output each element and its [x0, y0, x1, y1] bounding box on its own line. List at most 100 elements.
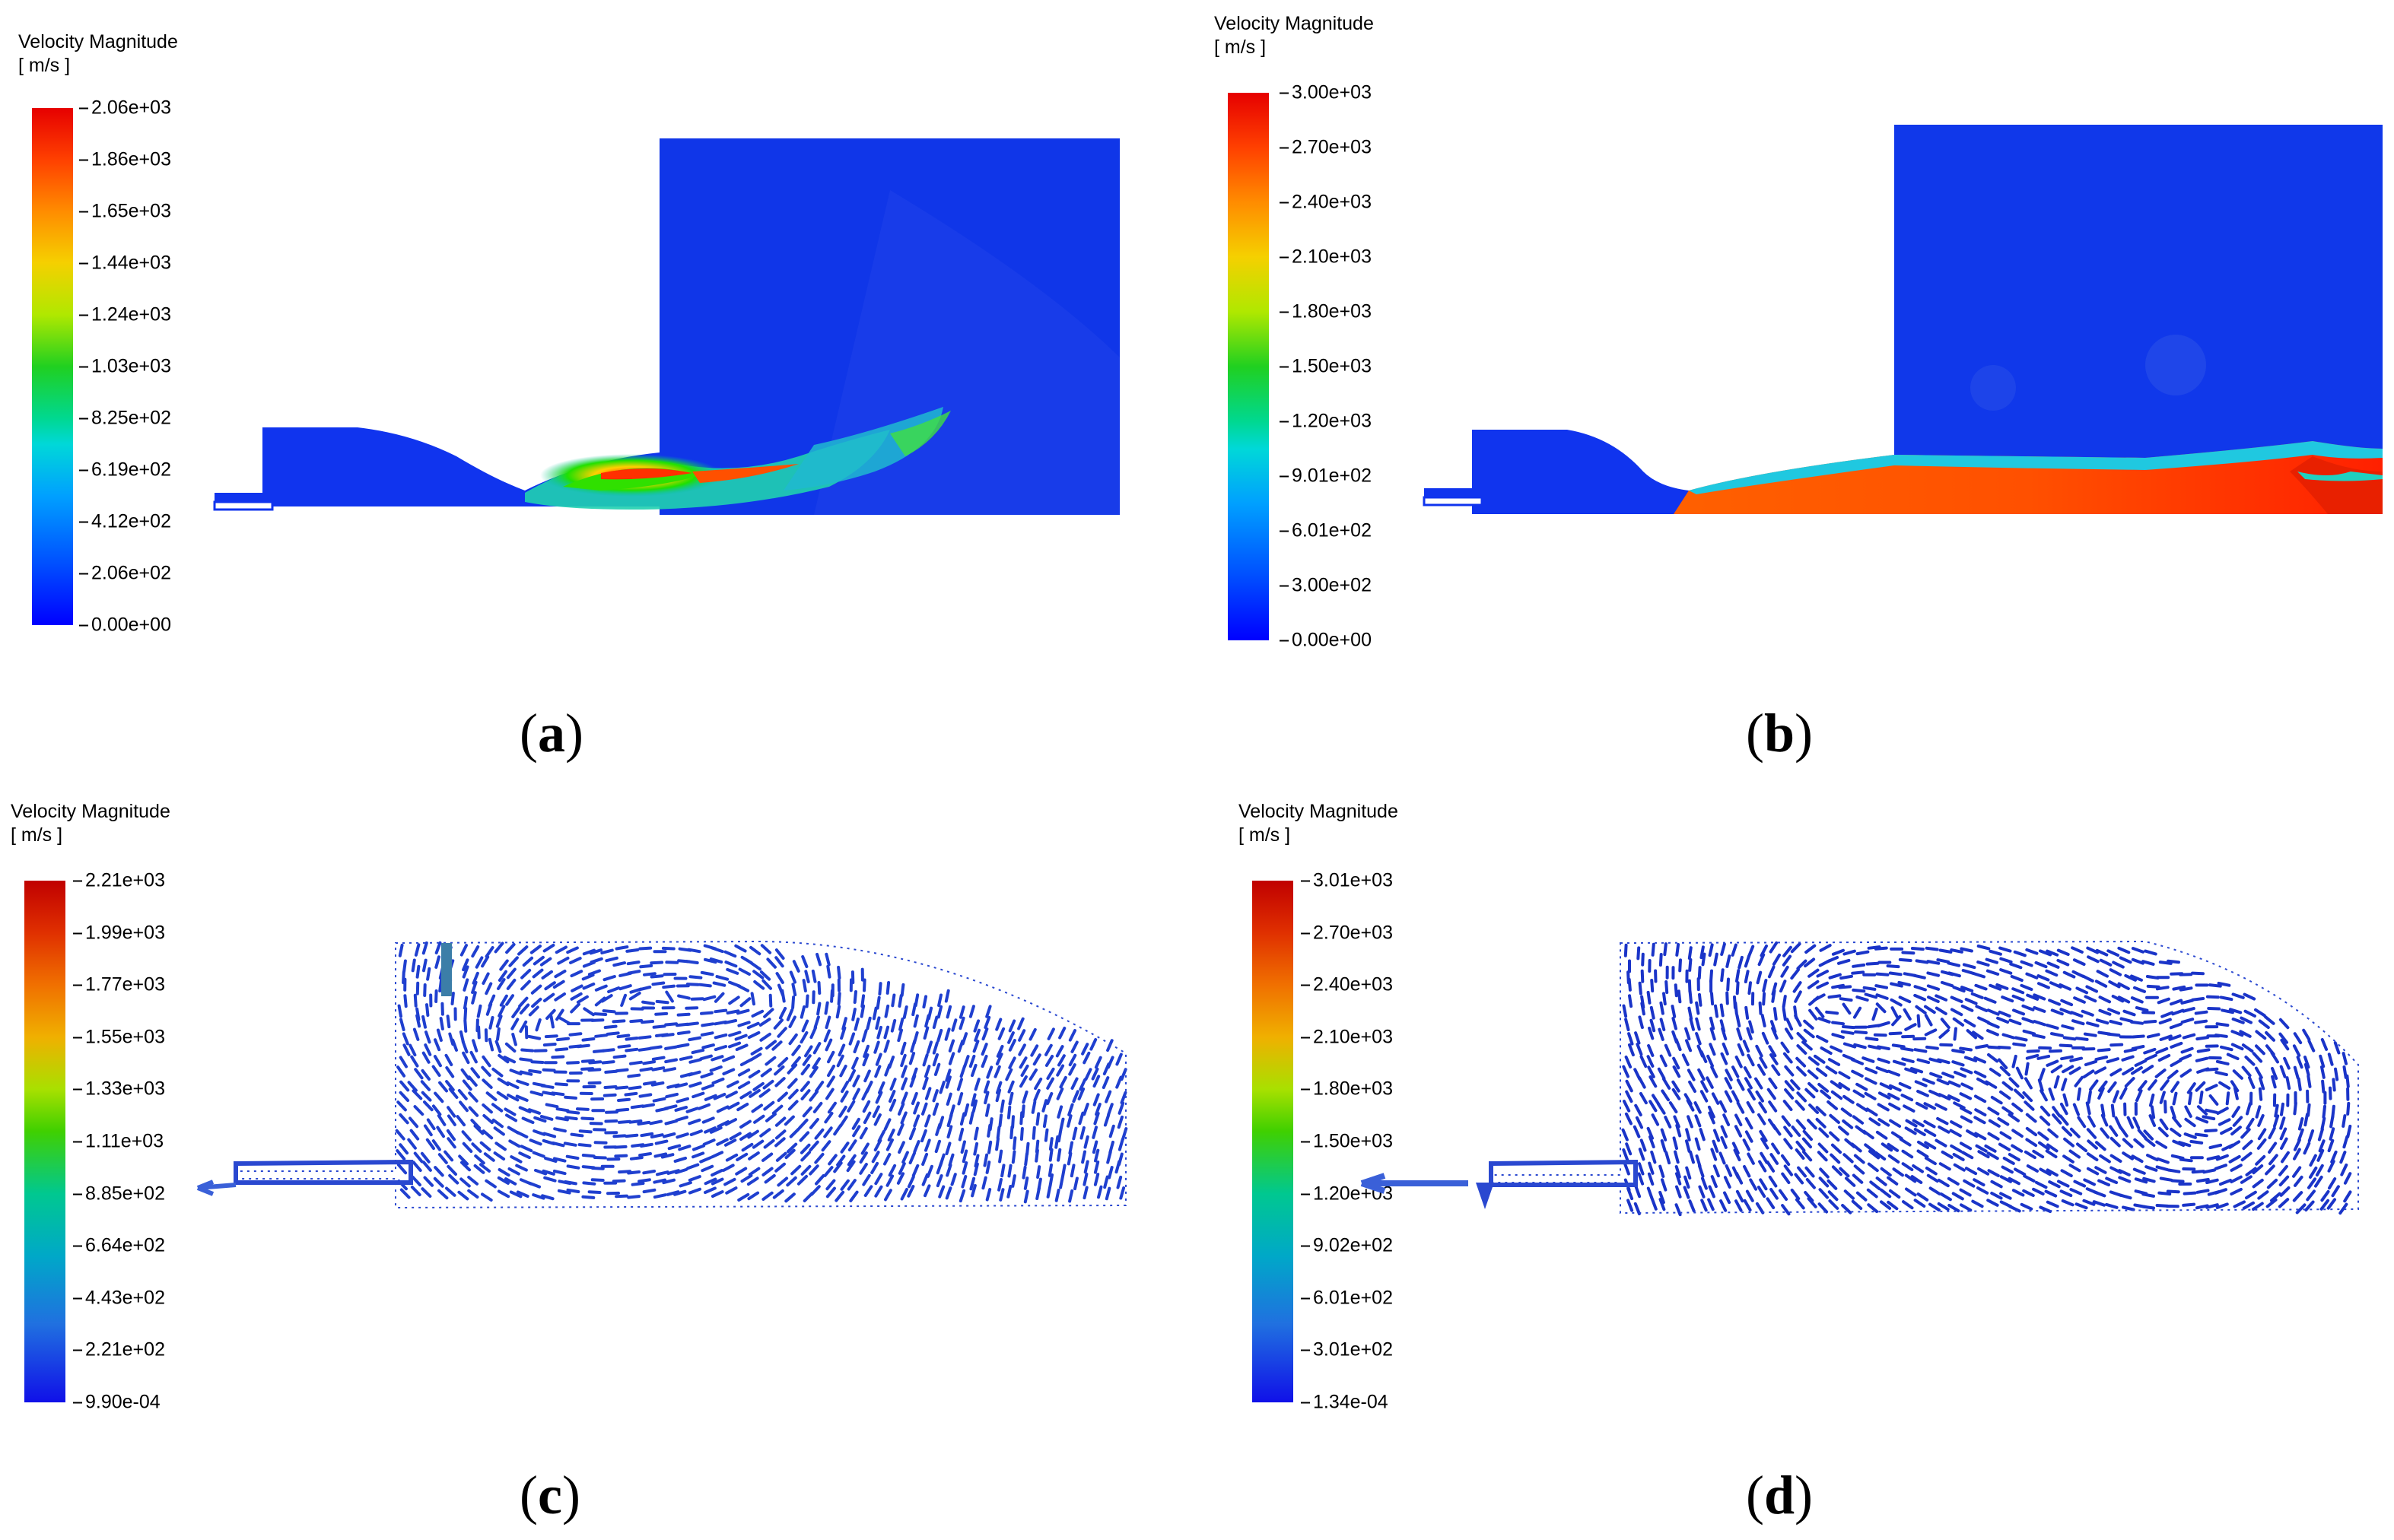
- velocity-arrow: [1915, 959, 1929, 964]
- velocity-arrow: [2265, 1164, 2275, 1176]
- velocity-arrow: [872, 1006, 878, 1021]
- velocity-arrow: [545, 1103, 559, 1109]
- velocity-arrow: [2084, 1059, 2098, 1066]
- velocity-arrow: [2081, 1009, 2094, 1017]
- velocity-arrow: [909, 1074, 917, 1088]
- velocity-arrow: [827, 1065, 835, 1078]
- velocity-arrow: [2183, 1132, 2197, 1139]
- velocity-arrow: [2097, 1048, 2111, 1053]
- velocity-arrow: [805, 994, 809, 1008]
- velocity-arrow: [898, 994, 903, 1008]
- velocity-arrow: [1972, 972, 1985, 979]
- velocity-arrow: [736, 984, 750, 992]
- velocity-arrow: [1722, 1042, 1729, 1056]
- velocity-arrow: [423, 1176, 434, 1187]
- velocity-arrow: [2011, 987, 2025, 995]
- velocity-arrow: [1713, 1129, 1721, 1142]
- velocity-arrow: [507, 1094, 520, 1102]
- velocity-arrow: [1839, 974, 1853, 980]
- velocity-arrow: [1912, 973, 1926, 980]
- velocity-arrow: [498, 1053, 510, 1064]
- velocity-arrow: [1646, 1126, 1654, 1140]
- velocity-arrow: [698, 983, 712, 988]
- legend-title: Velocity Magnitude [ m/s ]: [18, 30, 178, 78]
- velocity-arrow: [1081, 1150, 1086, 1164]
- velocity-arrow: [2280, 1102, 2284, 1116]
- caption-letter: a: [537, 703, 565, 764]
- velocity-arrow: [717, 1120, 730, 1129]
- velocity-arrow: [2228, 1008, 2243, 1014]
- velocity-arrow: [1910, 947, 1925, 951]
- velocity-arrow: [1928, 1186, 1941, 1195]
- velocity-arrow: [2082, 1069, 2095, 1078]
- velocity-arrow: [1018, 1029, 1026, 1042]
- velocity-arrow: [847, 1100, 856, 1113]
- velocity-arrow: [1839, 997, 1853, 1002]
- velocity-arrow: [1772, 953, 1782, 966]
- tick-label: 9.90e-04: [73, 1391, 161, 1413]
- velocity-arrow: [1974, 1132, 1987, 1141]
- velocity-arrow: [1865, 1067, 1878, 1075]
- velocity-arrow: [2025, 948, 2039, 955]
- velocity-arrow: [2025, 1138, 2038, 1148]
- velocity-arrow: [907, 1175, 915, 1189]
- velocity-arrow: [911, 1091, 918, 1105]
- velocity-arrow: [2302, 1028, 2311, 1041]
- velocity-arrow: [1925, 946, 1939, 951]
- velocity-arrow: [415, 964, 421, 979]
- velocity-arrow: [1771, 1064, 1781, 1076]
- velocity-arrow: [1048, 1137, 1054, 1151]
- velocity-arrow: [774, 1162, 786, 1173]
- velocity-arrow: [2075, 986, 2089, 995]
- velocity-arrow: [1731, 1090, 1740, 1103]
- velocity-arrow: [1802, 1129, 1813, 1142]
- velocity-arrow: [1783, 1126, 1793, 1138]
- velocity-arrow: [876, 1025, 882, 1040]
- velocity-arrow: [951, 1018, 958, 1032]
- velocity-arrow: [1698, 992, 1703, 1007]
- velocity-arrow: [2268, 1154, 2278, 1166]
- velocity-arrow: [423, 1124, 433, 1137]
- velocity-arrow: [1744, 1077, 1753, 1090]
- velocity-arrow: [2255, 1154, 2266, 1166]
- velocity-arrow: [485, 946, 494, 958]
- velocity-arrow: [944, 989, 950, 1003]
- velocity-arrow: [2195, 1204, 2209, 1210]
- velocity-arrow: [1744, 970, 1750, 983]
- velocity-arrow: [961, 1175, 968, 1189]
- velocity-arrow: [2143, 1020, 2157, 1024]
- velocity-arrow: [1712, 1164, 1720, 1178]
- velocity-arrow: [772, 1189, 784, 1199]
- velocity-arrow: [638, 1093, 653, 1098]
- velocity-arrow: [711, 1169, 723, 1177]
- velocity-arrow: [1781, 1204, 1791, 1216]
- velocity-arrow: [1769, 1188, 1779, 1200]
- velocity-arrow: [2159, 1091, 2166, 1104]
- velocity-arrow: [901, 1091, 908, 1105]
- velocity-arrow: [426, 1118, 436, 1131]
- velocity-arrow: [2011, 994, 2025, 1002]
- velocity-arrow: [1760, 1014, 1766, 1027]
- velocity-arrow: [447, 1106, 456, 1118]
- velocity-arrow: [1059, 1075, 1067, 1089]
- velocity-arrow: [878, 1081, 885, 1094]
- velocity-arrow: [2297, 1117, 2304, 1131]
- velocity-arrow: [1782, 1100, 1793, 1111]
- velocity-arrow: [475, 956, 484, 969]
- velocity-arrow: [995, 1088, 1002, 1103]
- velocity-arrow: [758, 1088, 771, 1098]
- velocity-arrow: [2219, 995, 2233, 1002]
- velocity-arrow: [2138, 1080, 2148, 1092]
- velocity-arrow: [2292, 1191, 2303, 1202]
- velocity-arrow: [463, 995, 469, 1010]
- velocity-arrow: [612, 961, 626, 967]
- velocity-arrow: [675, 1116, 688, 1122]
- velocity-arrow: [1853, 1154, 1865, 1164]
- velocity-arrow: [921, 1152, 929, 1166]
- velocity-arrow: [758, 1018, 771, 1027]
- velocity-arrow: [637, 1178, 651, 1183]
- velocity-arrow: [689, 1129, 703, 1136]
- velocity-arrow: [2059, 1008, 2073, 1015]
- velocity-arrow: [1989, 983, 2002, 991]
- velocity-arrow: [1960, 986, 1974, 992]
